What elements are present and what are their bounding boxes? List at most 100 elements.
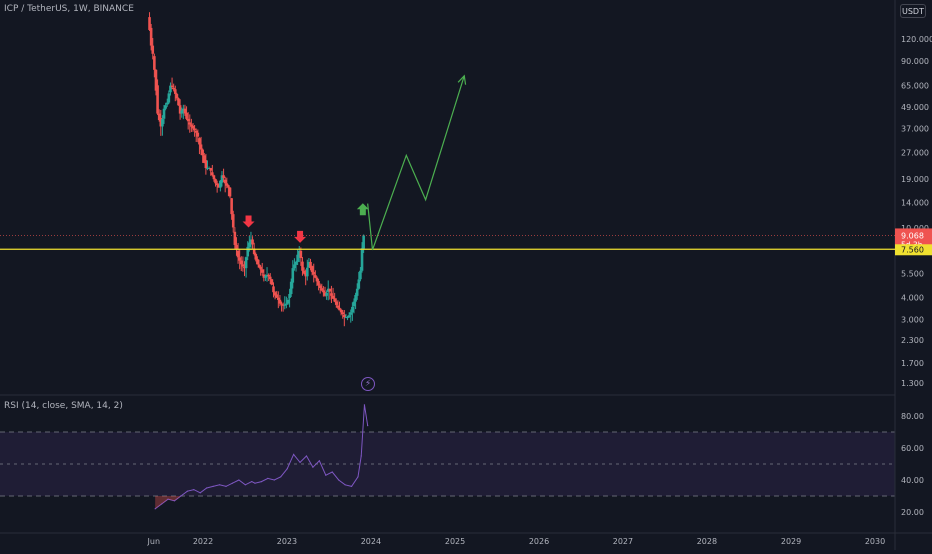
rsi-title[interactable]: RSI (14, close, SMA, 14, 2) xyxy=(4,401,123,411)
candle-body xyxy=(307,261,311,268)
candle-body xyxy=(252,248,256,255)
rsi-point xyxy=(357,476,359,478)
candle-body xyxy=(310,266,314,273)
rsi-point xyxy=(167,498,169,500)
rsi-point xyxy=(206,487,208,489)
candle-body xyxy=(227,185,230,188)
candle-body xyxy=(172,87,175,90)
candle-body xyxy=(304,272,307,277)
candle-body xyxy=(264,276,267,278)
candle-body xyxy=(173,89,177,94)
candle-body xyxy=(170,85,174,87)
candle-body xyxy=(343,314,346,318)
time-tick-label: Jun xyxy=(147,537,161,546)
candle-body xyxy=(349,312,353,315)
candle-body xyxy=(291,268,295,283)
price-tick-label: 65.000 xyxy=(901,82,929,91)
time-tick-label: 2025 xyxy=(445,537,465,546)
candle-body xyxy=(333,298,336,302)
lightning-icon[interactable]: ⚡ xyxy=(361,377,375,391)
rsi-oversold-fill xyxy=(155,496,181,509)
candle-body xyxy=(185,112,188,119)
candle-body xyxy=(277,297,280,300)
candle-body xyxy=(180,110,184,114)
time-tick-label: 2030 xyxy=(865,537,885,546)
rsi-point xyxy=(244,484,246,486)
candle-body xyxy=(338,307,341,311)
candle-body xyxy=(294,261,298,265)
candle-body xyxy=(244,257,248,269)
rsi-point xyxy=(238,479,240,481)
candle-body xyxy=(296,254,299,262)
candle-body xyxy=(355,288,359,296)
candle-body xyxy=(251,239,254,245)
candle-body xyxy=(293,264,296,269)
candle-body xyxy=(268,276,272,280)
candle-body xyxy=(196,132,200,137)
rsi-point xyxy=(154,508,156,510)
candle-body xyxy=(347,315,351,318)
candle-body xyxy=(259,266,262,270)
candle-body xyxy=(190,124,193,127)
candle-body xyxy=(352,301,356,307)
candle-body xyxy=(341,312,345,315)
candle-body xyxy=(360,248,364,271)
time-tick-label: 2022 xyxy=(193,537,213,546)
support-level-label: 7.560 xyxy=(901,245,924,254)
candle-body xyxy=(223,179,227,184)
candle-body xyxy=(209,168,213,171)
candle-body xyxy=(212,175,216,180)
candle-body xyxy=(257,264,261,268)
candle-body xyxy=(328,288,332,292)
rsi-tick-label: 20.00 xyxy=(901,508,924,517)
price-tick-label: 37.000 xyxy=(901,124,929,133)
candle-body xyxy=(230,198,233,215)
candle-body xyxy=(151,45,155,54)
candle-body xyxy=(334,301,338,305)
time-tick-label: 2028 xyxy=(697,537,717,546)
rsi-tick-label: 60.00 xyxy=(901,444,924,453)
candle-body xyxy=(177,98,180,106)
candle-body xyxy=(249,239,253,244)
candle-body xyxy=(285,303,288,305)
rsi-point xyxy=(312,466,314,468)
rsi-point xyxy=(251,481,253,483)
candle-body xyxy=(254,254,258,260)
candle-body xyxy=(175,94,179,99)
candle-body xyxy=(280,303,283,305)
projection-path xyxy=(367,75,465,251)
rsi-point xyxy=(186,490,188,492)
candle-body xyxy=(194,130,198,133)
rsi-point xyxy=(286,468,288,470)
candle-body xyxy=(318,285,322,288)
rsi-point xyxy=(350,485,353,487)
time-tick-label: 2024 xyxy=(361,537,381,546)
candle-body xyxy=(149,27,153,46)
candle-body xyxy=(153,56,156,70)
rsi-point xyxy=(338,479,340,481)
candle-body xyxy=(222,175,225,179)
time-tick-label: 2027 xyxy=(613,537,633,546)
candle-body xyxy=(154,69,158,91)
price-tick-label: 14.000 xyxy=(901,198,929,207)
candle-body xyxy=(161,119,164,127)
rsi-point xyxy=(161,503,163,505)
candle-body xyxy=(164,105,167,109)
rsi-point xyxy=(180,495,182,497)
candle-body xyxy=(281,304,285,306)
rsi-point xyxy=(293,453,295,455)
candle-body xyxy=(204,160,208,169)
rsi-point xyxy=(212,485,214,487)
candle-body xyxy=(289,281,293,294)
candle-body xyxy=(148,17,151,30)
rsi-tick-label: 40.00 xyxy=(901,476,924,485)
candle-body xyxy=(207,168,211,170)
candle-body xyxy=(331,295,335,299)
candle-body xyxy=(246,246,250,257)
candle-body xyxy=(191,125,195,129)
candle-body xyxy=(357,279,361,289)
buy-arrow xyxy=(356,203,369,216)
currency-badge[interactable]: USDT xyxy=(900,4,926,18)
